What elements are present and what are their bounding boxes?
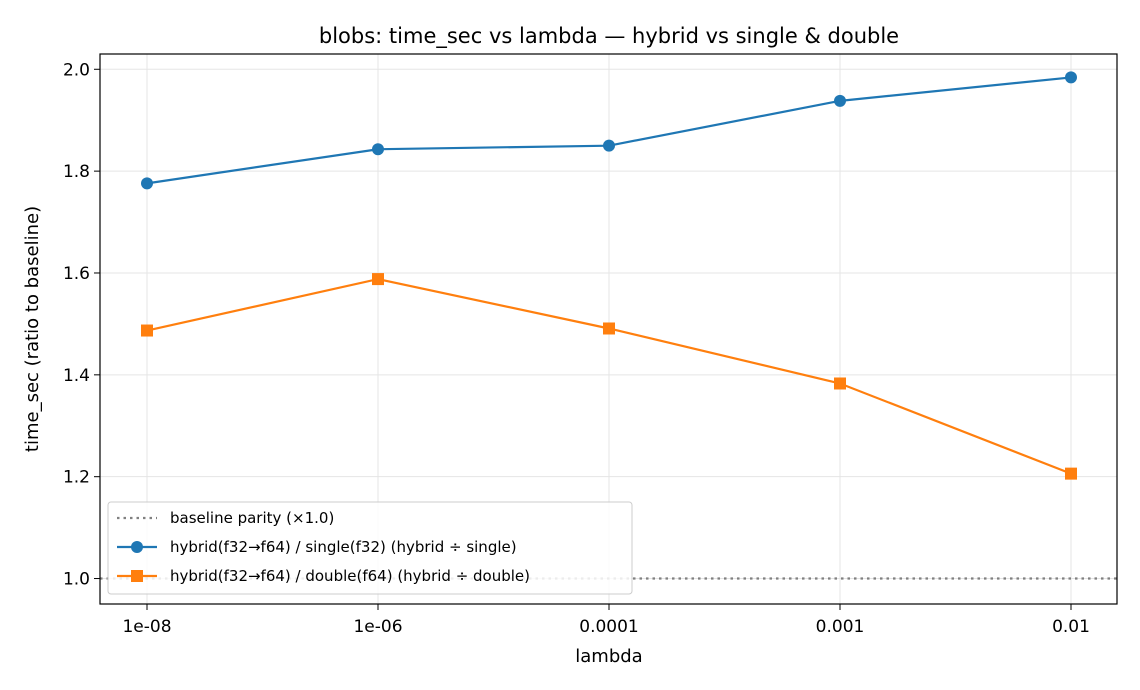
data-point	[372, 273, 384, 286]
data-point	[834, 377, 846, 390]
data-point	[603, 322, 615, 335]
x-tick-label: 1e-08	[122, 617, 171, 637]
series-1	[141, 71, 1077, 190]
x-tick-label: 1e-06	[353, 617, 402, 637]
y-axis-ticks: 1.0 1.2 1.4 1.6 1.8 2.0	[63, 60, 100, 590]
legend-label: hybrid(f32→f64) / single(f32) (hybrid ÷ …	[170, 538, 517, 556]
legend-marker	[131, 570, 143, 582]
x-tick-label: 0.0001	[579, 617, 638, 637]
x-tick-label: 0.01	[1052, 617, 1090, 637]
y-axis-label: time_sec (ratio to baseline)	[22, 206, 43, 452]
y-tick-label: 1.2	[63, 468, 90, 488]
data-point	[141, 324, 153, 337]
series-2	[141, 273, 1077, 480]
x-axis-label: lambda	[575, 646, 642, 667]
data-point	[834, 94, 846, 107]
legend: baseline parity (×1.0) hybrid(f32→f64) / …	[107, 501, 633, 595]
legend-label: baseline parity (×1.0)	[170, 509, 334, 527]
data-point	[603, 139, 615, 152]
legend-item: baseline parity (×1.0)	[117, 509, 334, 527]
data-point	[141, 177, 153, 190]
chart-title: blobs: time_sec vs lambda — hybrid vs si…	[319, 24, 899, 49]
y-tick-label: 1.6	[63, 264, 90, 284]
data-point	[1065, 71, 1077, 84]
series-layer	[141, 71, 1077, 480]
x-axis-ticks: 1e-08 1e-06 0.0001 0.001 0.01	[122, 604, 1090, 637]
y-tick-label: 1.4	[63, 366, 90, 386]
data-point	[1065, 467, 1077, 480]
legend-item: hybrid(f32→f64) / single(f32) (hybrid ÷ …	[117, 538, 517, 556]
legend-item: hybrid(f32→f64) / double(f64) (hybrid ÷ …	[117, 567, 530, 585]
legend-marker	[131, 541, 143, 553]
x-tick-label: 0.001	[816, 617, 865, 637]
data-point	[372, 143, 384, 156]
y-tick-label: 2.0	[63, 60, 90, 80]
y-tick-label: 1.0	[63, 570, 90, 590]
legend-label: hybrid(f32→f64) / double(f64) (hybrid ÷ …	[170, 567, 530, 585]
legend-box	[107, 501, 633, 595]
y-tick-label: 1.8	[63, 162, 90, 182]
